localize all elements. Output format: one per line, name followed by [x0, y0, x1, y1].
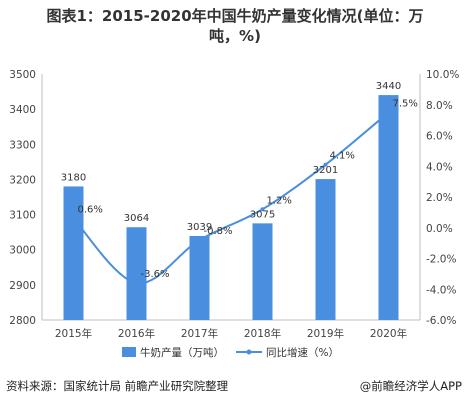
brand-watermark: @前瞻经济学人APP	[359, 379, 462, 393]
bar	[252, 223, 273, 320]
legend-line-label: 同比增速（%）	[266, 346, 339, 359]
line-value-label: 1.2%	[267, 195, 292, 206]
source-note: 资料来源：国家统计局 前瞻产业研究院整理	[6, 379, 229, 393]
bar	[315, 179, 336, 320]
y-right-tick-label: 2.0%	[426, 192, 453, 204]
bar	[63, 186, 84, 320]
y-left-tick-label: 2800	[9, 315, 36, 327]
title-line-2: 吨，%)	[209, 27, 261, 45]
x-tick-label: 2016年	[118, 327, 155, 340]
bar-value-label: 3440	[376, 81, 401, 92]
y-left-tick-label: 3100	[9, 210, 36, 222]
bar-value-label: 3075	[250, 209, 275, 220]
line-value-label: -3.6%	[141, 269, 170, 280]
y-right-tick-label: 10.0%	[426, 69, 459, 81]
bar	[189, 236, 210, 320]
line-value-label: 7.5%	[393, 98, 418, 109]
y-left-tick-label: 3400	[9, 104, 36, 116]
bar	[378, 95, 399, 320]
x-tick-label: 2017年	[181, 327, 218, 340]
y-left-tick-label: 2900	[9, 280, 36, 292]
line-value-label: 4.1%	[330, 151, 355, 162]
y-right-tick-label: -6.0%	[426, 315, 456, 327]
bar	[126, 227, 147, 320]
growth-line	[72, 111, 390, 285]
y-right-tick-label: 0.0%	[426, 223, 453, 235]
legend-bar-swatch	[122, 347, 136, 357]
bar-value-label: 3180	[61, 172, 86, 183]
y-right-tick-label: 6.0%	[426, 131, 453, 143]
line-value-label: -0.8%	[204, 226, 233, 237]
y-right-tick-label: -4.0%	[426, 284, 456, 296]
legend-bar-label: 牛奶产量（万吨）	[140, 346, 224, 359]
line-point	[260, 207, 265, 212]
line-value-label: 0.6%	[78, 205, 103, 216]
y-right-tick-label: -2.0%	[426, 254, 456, 266]
x-tick-label: 2015年	[55, 327, 92, 340]
line-point	[197, 238, 202, 243]
x-tick-label: 2020年	[370, 327, 407, 340]
y-left-tick-label: 3500	[9, 69, 36, 81]
bar-value-label: 3064	[124, 213, 149, 224]
bar-value-label: 3201	[313, 165, 338, 176]
legend-line-marker	[246, 349, 252, 355]
y-right-tick-label: 4.0%	[426, 161, 453, 173]
y-left-tick-label: 3200	[9, 174, 36, 186]
y-left-tick-label: 3300	[9, 139, 36, 151]
x-tick-label: 2018年	[244, 327, 281, 340]
title-line-1: 图表1：2015-2020年中国牛奶产量变化情况(单位：万	[46, 7, 424, 25]
line-point	[134, 281, 139, 286]
line-point	[386, 110, 391, 115]
x-tick-label: 2019年	[307, 327, 344, 340]
y-right-tick-label: 8.0%	[426, 100, 453, 112]
line-point	[71, 216, 76, 221]
line-point	[323, 162, 328, 167]
chart-title: 图表1：2015-2020年中国牛奶产量变化情况(单位：万 吨，%)	[0, 6, 470, 46]
y-left-tick-label: 3000	[9, 245, 36, 257]
bar-value-label: 3039	[187, 222, 212, 233]
